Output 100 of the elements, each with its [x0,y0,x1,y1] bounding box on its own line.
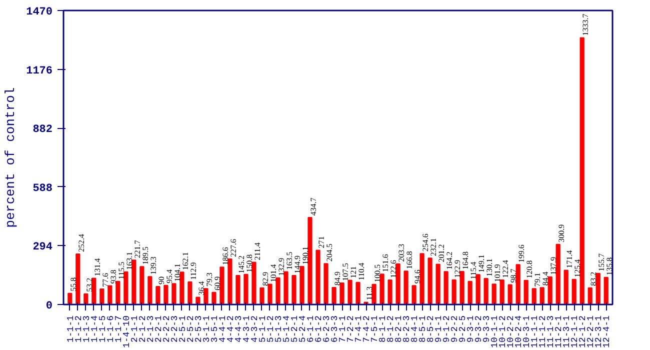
bar [116,280,120,304]
data-label: 254.6 [421,234,430,252]
bar [292,275,296,304]
data-label: 93.8 [108,270,118,284]
x-tick-label: 9-3-2 [474,315,484,343]
data-label: 125.4 [573,259,582,278]
x-tick-label: 3-5-1 [210,315,220,343]
bar [68,292,72,304]
bar [476,274,480,304]
bar [548,276,552,304]
x-tick-label: 8-4-1 [410,315,420,343]
bar [564,270,568,304]
x-tick-label: 12-3-1 [594,316,604,348]
data-label: 84.4 [541,272,550,286]
data-label: 94.6 [413,270,422,284]
bar [348,280,352,304]
data-label: 83.2 [589,272,598,286]
bar [284,271,288,304]
data-label: 11.3 [365,286,374,300]
bar [324,263,328,304]
bar [92,278,96,304]
bar [332,287,336,304]
bar [300,266,304,304]
bar [132,260,136,304]
x-tick-label: 4-3-1 [242,315,252,343]
x-tick-label: 4-4-2 [226,315,236,343]
x-tick-label: 1-1-5 [98,315,108,343]
data-label: 166.8 [405,251,414,270]
data-label: 107.5 [341,263,350,281]
data-label: 164.8 [461,252,470,270]
x-tick-label: 7-5-1 [370,315,380,343]
data-label: 434.7 [308,198,318,216]
data-label: 90 [156,276,166,284]
data-label: 82.9 [260,272,270,286]
data-label: 115.4 [469,262,478,280]
bar [492,284,496,304]
data-label: 163.5 [284,252,294,270]
bar [228,258,232,304]
data-label: 55.8 [68,277,78,292]
data-label: 100.5 [373,264,382,282]
data-label: 190.1 [300,246,310,264]
x-tick-label: 2-2-1 [154,315,164,343]
x-tick-label: 8-1-2 [386,315,396,343]
bar [596,272,600,304]
bar [396,263,400,304]
data-label: 98.7 [509,268,518,283]
bar [180,272,184,304]
data-label: 232.1 [429,238,438,256]
data-label: 186.6 [220,247,230,266]
bar [460,271,464,304]
x-tick-label: 2-5-3 [194,315,204,343]
data-label: 150.8 [244,254,254,272]
bar [76,254,80,304]
x-tick-label: 9-1-1 [434,315,444,343]
bar [196,296,200,304]
data-label: 84.9 [333,272,342,286]
y-axis-title: percent of control [3,87,18,228]
x-tick-label: 8-2-3 [402,315,412,343]
bar [428,258,432,304]
bar [268,284,272,304]
x-tick-label: 6-1-2 [314,315,324,343]
bar [532,288,536,304]
bar [484,278,488,304]
bar [124,271,128,304]
x-tick-label: 7-4-1 [354,315,364,343]
data-label: 122.9 [453,260,462,278]
bar [380,274,384,304]
data-label: 201.2 [437,244,446,262]
data-label: 139.3 [148,256,158,275]
x-tick-label: 4-3-2 [250,315,260,343]
bar [452,279,456,304]
x-tick-label: 9-3-1 [466,315,476,343]
data-label: 271 [316,236,326,248]
x-tick-label: 10-2-4 [514,316,524,348]
data-label: 144.9 [292,256,302,274]
data-label: 300.9 [557,224,566,242]
bar [412,285,416,304]
bar [308,217,312,304]
data-label: 252.4 [76,234,86,252]
bar [420,253,424,304]
bar [244,274,248,304]
x-tick-label: 2-2-3 [170,315,180,343]
bar [236,274,240,304]
x-tick-label: 12-2-1 [586,316,596,348]
x-tick-label: 12-1-2 [578,316,588,348]
x-tick-label: 2-1-2 [138,315,148,343]
x-tick-label: 10-3-1 [522,316,532,348]
x-tick-label: 10-1-2 [498,316,508,348]
data-label: 36.4 [196,281,206,296]
y-tick-label: 1470 [26,6,52,18]
x-tick-label: 8-2-1 [394,315,404,343]
bar [340,282,344,304]
x-tick-label: 5-1-1 [258,315,268,343]
bar [164,284,168,304]
x-tick-label: 2-2-2 [162,315,172,343]
x-tick-label: 2-5-2 [186,315,196,343]
data-label: 77.6 [100,272,110,287]
bar [436,264,440,304]
x-tick-label: 8-1-1 [378,315,388,343]
bar [108,285,112,304]
